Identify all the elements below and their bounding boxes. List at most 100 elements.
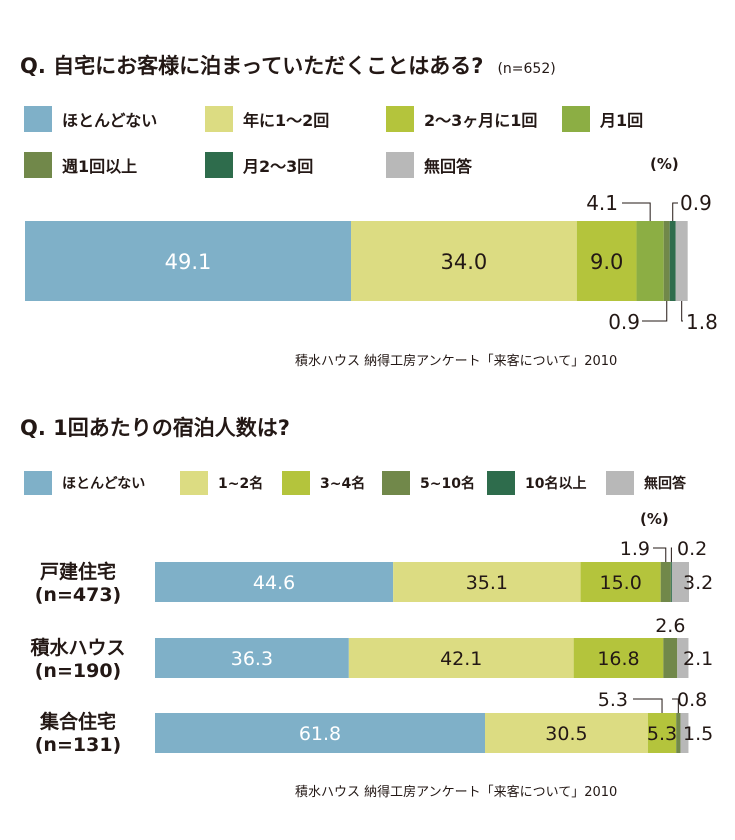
callout-leader <box>672 202 678 221</box>
legend-swatch <box>180 471 208 495</box>
bar-segment <box>25 221 352 301</box>
data-label: 1.9 <box>620 538 650 560</box>
bar-value-label: 36.3 <box>231 648 273 670</box>
legend-label: 月1回 <box>600 111 644 130</box>
data-label: 2.6 <box>655 615 685 637</box>
bar-segment <box>155 562 394 602</box>
bar-value-label: 30.5 <box>545 723 587 745</box>
row-label-name: 戸建住宅 <box>39 561 116 583</box>
bar-segment <box>636 221 664 301</box>
bar-segment <box>351 221 577 301</box>
legend-label: ほとんどない <box>62 476 146 492</box>
bar-segment <box>155 713 486 753</box>
bar-segment <box>680 713 689 753</box>
bar-value-label: 42.1 <box>440 648 482 670</box>
bar-segment <box>573 638 664 678</box>
data-label: 0.2 <box>677 538 707 560</box>
callout-leader <box>672 698 679 713</box>
bar-segment <box>485 713 648 753</box>
legend-swatch <box>487 471 515 495</box>
bar-segment <box>660 562 671 602</box>
chart2-legend-item: 5~10名 <box>382 471 475 495</box>
data-label: 4.1 <box>586 191 618 215</box>
legend-label: 3~4名 <box>320 476 366 492</box>
legend-label: 年に1〜2回 <box>243 111 330 130</box>
row-label: 積水ハウス (n=190) <box>8 637 148 683</box>
bar-segment <box>677 638 689 678</box>
bar-value-label: 34.0 <box>441 250 488 274</box>
callout-leader <box>633 698 663 713</box>
legend-swatch <box>386 106 414 132</box>
chart2-legend-item: 3~4名 <box>282 471 365 495</box>
bar-segment <box>671 562 689 602</box>
callout-leader <box>642 301 668 322</box>
callout-leader <box>681 301 683 322</box>
legend-label: 週1回以上 <box>62 157 138 176</box>
legend-label: 無回答 <box>424 157 473 176</box>
legend-swatch <box>24 471 52 495</box>
bar-value-label: 16.8 <box>597 648 639 670</box>
row-label: 戸建住宅 (n=473) <box>8 561 148 607</box>
bar-segment <box>663 638 678 678</box>
chart2-title: Q. 1回あたりの宿泊人数は? <box>20 416 290 440</box>
legend-swatch <box>205 152 233 178</box>
legend-swatch <box>562 106 590 132</box>
legend-swatch <box>386 152 414 178</box>
chart1-legend-item: ほとんどない <box>24 106 157 132</box>
legend-swatch <box>606 471 634 495</box>
chart1-legend-item: 月1回 <box>562 106 643 132</box>
chart1-legend-item: 月2〜3回 <box>205 152 313 178</box>
bar-value-label: 44.6 <box>253 572 295 594</box>
bar-segment <box>155 638 349 678</box>
callout-leader <box>653 547 667 562</box>
chart1-legend-item: 無回答 <box>386 152 472 178</box>
legend-swatch <box>382 471 410 495</box>
data-label: 1.5 <box>683 723 713 745</box>
data-label: 3.2 <box>683 572 713 594</box>
legend-swatch <box>282 471 310 495</box>
bar-segment <box>576 221 637 301</box>
bar-value-label: 5.3 <box>647 723 677 745</box>
chart1-title: Q. 自宅にお客様に泊まっていただくことはある? (n=652) <box>20 54 556 78</box>
legend-swatch <box>205 106 233 132</box>
data-label: 2.1 <box>683 648 713 670</box>
legend-label: 2〜3ヶ月に1回 <box>424 111 538 130</box>
data-label: 0.8 <box>677 689 707 711</box>
bar-value-label: 35.1 <box>466 572 508 594</box>
bar-segment <box>348 638 574 678</box>
chart1-legend-item: 2〜3ヶ月に1回 <box>386 106 537 132</box>
bar-segment <box>580 562 661 602</box>
bar-segment <box>647 713 677 753</box>
chart2-unit: (%) <box>640 510 669 528</box>
bar-segment <box>675 221 688 301</box>
chart2-legend-item: ほとんどない <box>24 471 145 495</box>
chart2-source: 積水ハウス 納得工房アンケート「来客について」2010 <box>295 785 618 800</box>
data-label: 0.9 <box>608 310 640 334</box>
data-label: 5.3 <box>598 689 628 711</box>
data-label: 1.8 <box>686 310 718 334</box>
chart1-legend-item: 週1回以上 <box>24 152 137 178</box>
data-label: 0.9 <box>680 191 712 215</box>
bar-value-label: 61.8 <box>299 723 341 745</box>
legend-label: 5~10名 <box>420 476 475 492</box>
chart1-unit: (%) <box>650 155 679 173</box>
chart2-legend-item: 無回答 <box>606 471 686 495</box>
bar-segment <box>663 221 670 301</box>
chart2-legend-item: 10名以上 <box>487 471 586 495</box>
callout-leader <box>670 547 672 562</box>
chart1-source: 積水ハウス 納得工房アンケート「来客について」2010 <box>295 354 618 369</box>
bar-value-label: 49.1 <box>165 250 212 274</box>
bar-segment <box>676 713 681 753</box>
bar-segment <box>670 562 672 602</box>
callout-leader <box>622 202 651 221</box>
row-label-name: 集合住宅 <box>39 711 116 733</box>
bar-value-label: 15.0 <box>599 572 641 594</box>
chart1-sample-size: (n=652) <box>497 61 556 77</box>
row-label-n: (n=473) <box>34 584 122 606</box>
row-label-n: (n=131) <box>34 734 122 756</box>
legend-swatch <box>24 152 52 178</box>
bar-value-label: 9.0 <box>590 250 623 274</box>
legend-label: 1~2名 <box>218 476 264 492</box>
